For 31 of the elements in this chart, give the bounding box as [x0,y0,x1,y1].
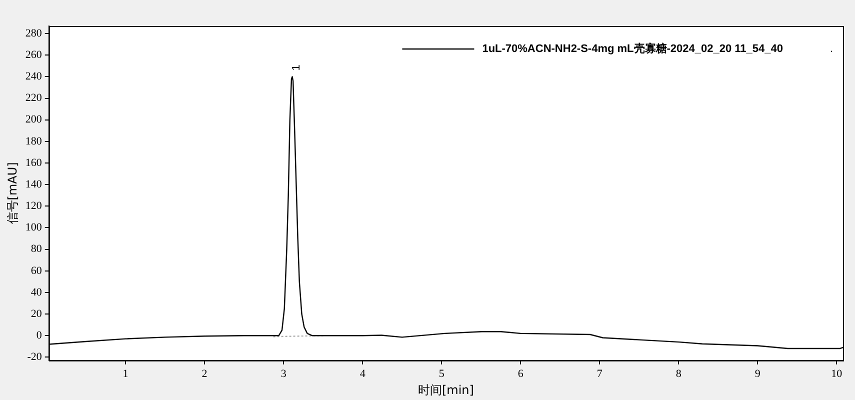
x-axis-title: 时间[min] [418,382,474,397]
x-tick-label: 4 [360,368,366,380]
y-axis-title: 信号[mAU] [5,162,20,224]
y-tick-label: 20 [30,308,42,320]
x-tick-label: 2 [202,368,208,380]
y-tick-label: 120 [25,200,42,212]
y-tick-label: 200 [25,114,42,126]
y-tick-label: 260 [25,49,42,62]
y-tick-label: 60 [30,264,42,277]
x-tick-label: 5 [438,368,445,380]
x-tick-label: 9 [754,368,761,380]
y-tick-label: 280 [25,27,42,40]
text: 1uL-70%ACN-NH2-S-4mg mL壳寡糖-2024_02_20 11_54_40 [482,42,784,56]
x-tick-label: 1 [122,368,128,380]
x-tick-label: 6 [518,368,524,380]
y-tick-label: 0 [36,329,42,342]
y-tick-label: 160 [25,156,42,169]
annotation: 1 [290,64,302,71]
y-tick-label: 80 [30,243,42,256]
x-tick-label: 7 [596,368,603,380]
x-tick-label: 10 [831,368,843,380]
x-tick-label: 3 [280,368,287,380]
x-tick-label: 8 [676,368,682,380]
y-tick-label: 40 [30,286,42,298]
y-tick-label: 240 [25,70,42,83]
annotation: . [830,43,833,56]
y-tick-label: 100 [25,222,42,234]
y-tick-label: -20 [27,351,42,364]
y-tick-label: 180 [25,135,42,148]
y-tick-label: 140 [25,178,42,190]
y-tick-label: 220 [25,92,42,104]
